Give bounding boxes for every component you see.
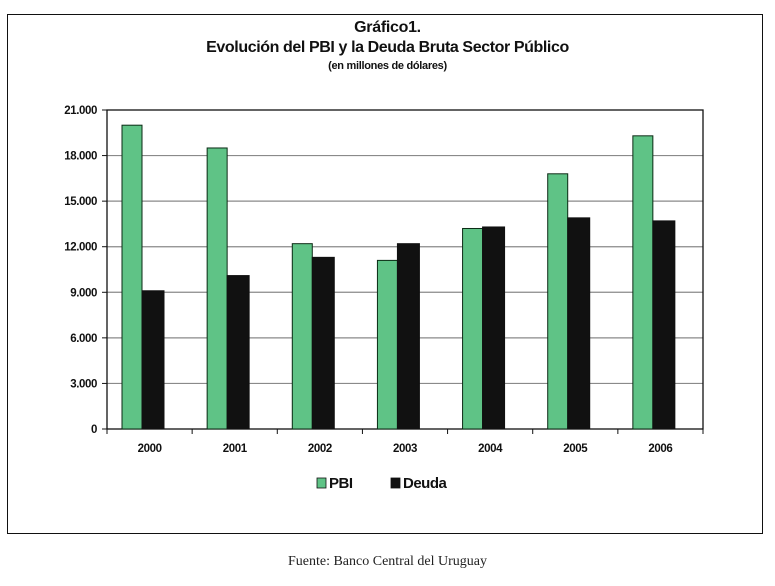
x-tick-label: 2005 [563,443,588,455]
bar-pbi-2002 [291,243,313,430]
bar-pbi-2006 [632,135,654,430]
bar-pbi-2004 [462,227,484,430]
bar-pbi-2000 [121,124,143,430]
x-tick-label: 2004 [478,443,503,455]
chart-title: Gráfico1. [354,19,421,36]
x-tick-label: 2003 [393,443,417,455]
y-tick-label: 12.000 [64,242,97,254]
x-tick-label: 2002 [308,443,332,455]
legend-label-pbi: PBI [329,475,353,492]
bar-pbi-2003 [376,259,398,430]
bar-deuda-2001 [226,275,250,430]
bar-deuda-2002 [311,256,335,430]
x-tick-label: 2001 [223,443,248,455]
y-tick-label: 9.000 [70,287,97,299]
bar-deuda-2004 [482,226,506,430]
y-tick-label: 3.000 [70,378,97,390]
legend-label-deuda: Deuda [403,475,448,492]
source-note: Fuente: Banco Central del Uruguay [287,554,488,569]
title-block: Gráfico1. Evolución del PBI y la Deuda B… [0,18,775,74]
bar-deuda-2000 [141,290,165,430]
x-tick-label: 2000 [138,443,162,455]
y-tick-label: 18.000 [64,151,97,163]
y-tick-label: 0 [91,424,97,436]
y-tick-label: 6.000 [70,333,97,345]
chart-units-note: (en millones de dólares) [328,60,447,72]
bar-deuda-2003 [396,243,420,430]
y-tick-label: 21.000 [64,105,97,117]
legend-swatch-deuda [390,477,401,489]
chart-subtitle: Evolución del PBI y la Deuda Bruta Secto… [206,39,569,56]
y-tick-label: 15.000 [64,196,97,208]
x-tick-label: 2006 [648,443,672,455]
legend-swatch-pbi [316,477,327,489]
bar-deuda-2006 [652,220,676,430]
bar-pbi-2005 [547,173,569,430]
bar-deuda-2005 [567,217,591,430]
bar-pbi-2001 [206,147,228,430]
